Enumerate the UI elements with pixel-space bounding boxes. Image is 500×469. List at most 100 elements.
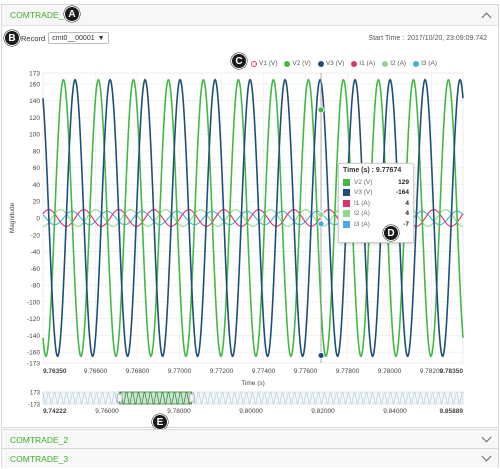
comtrade-panel-2: COMTRADE_2 <box>1 429 499 449</box>
legend-label: V2 (V) <box>292 60 311 67</box>
legend-label: V1 (V) <box>259 60 278 67</box>
x-tick-label: 9.77400 <box>252 368 276 375</box>
x-tick-label: 9.77200 <box>210 368 234 375</box>
tooltip-series-value: 4 <box>405 210 409 218</box>
tooltip-row: V3 (V) -164 <box>343 188 409 199</box>
series-line-v3 <box>42 78 464 358</box>
y-tick-label: -60 <box>31 266 41 273</box>
record-label: Record <box>21 33 46 43</box>
record-row: Record cmt0__00001 ▼ <box>21 32 109 44</box>
tooltip-row: I2 (A) 4 <box>343 209 409 220</box>
y-tick-label: -80 <box>31 283 41 290</box>
callout-a: A <box>64 6 80 22</box>
x-tick-label: 9.78350 <box>440 368 464 375</box>
tooltip-row: I3 (A) -7 <box>343 219 409 230</box>
x-tick-label: 9.78000 <box>378 368 402 375</box>
start-time-label: Start Time : <box>368 35 405 42</box>
record-selected: cmt0__00001 <box>52 34 95 42</box>
callout-e: E <box>152 414 168 430</box>
y-tick-label: 173 <box>29 71 40 78</box>
chart-legend: V1 (V) V2 (V) V3 (V) I1 (A) I2 (A) I3 (A) <box>251 60 437 67</box>
y-tick-label: -100 <box>27 299 40 306</box>
series-swatch-icon <box>343 178 350 186</box>
navigator-y-tick: -173 <box>28 403 41 409</box>
tooltip-title: Time (s) : 9.77674 <box>343 167 402 174</box>
navigator-handle-left[interactable] <box>116 393 123 403</box>
y-axis-label: Magnitude <box>9 202 16 233</box>
navigator-handle-right[interactable] <box>188 393 195 403</box>
x-tick-label: 9.76350 <box>43 368 67 375</box>
legend-label: I1 (A) <box>359 60 376 67</box>
navigator-x-tick: 9.76000 <box>95 408 119 415</box>
navigator-selected-series <box>119 391 192 405</box>
record-select[interactable]: cmt0__00001 ▼ <box>48 32 109 44</box>
crosshair-marker <box>317 106 325 114</box>
main-chart[interactable]: 173 160 140 120 100 80 60 40 20 0 -20 -40 -60 -80 -100… <box>0 64 500 394</box>
y-tick-label: 100 <box>29 132 40 139</box>
tooltip-series-name: I2 (A) <box>354 210 370 218</box>
panel-header-2[interactable]: COMTRADE_2 <box>2 430 498 449</box>
y-tick-label: -20 <box>31 232 41 239</box>
caret-down-icon: ▼ <box>97 34 105 42</box>
series-swatch-icon <box>343 189 350 197</box>
crosshair-marker <box>317 211 325 219</box>
legend-item[interactable]: I2 (A) <box>382 60 406 67</box>
x-tick-label: 9.76800 <box>126 368 150 375</box>
navigator-x-tick: 9.78000 <box>167 408 191 415</box>
legend-item[interactable]: V1 (V) <box>251 60 277 67</box>
x-axis-label: Time (s) <box>241 380 265 387</box>
legend-dot-icon <box>251 60 257 67</box>
chevron-down-icon[interactable] <box>481 432 492 443</box>
tooltip-series-name: I1 (A) <box>354 199 370 207</box>
navigator-x-tick: 9.85889 <box>440 408 464 415</box>
navigator-x-tick: 9.82000 <box>311 408 335 415</box>
chevron-up-icon[interactable] <box>481 12 492 22</box>
chevron-down-icon[interactable] <box>481 451 492 462</box>
tooltip-series-value: -7 <box>403 220 409 228</box>
y-tick-label: -120 <box>27 316 40 323</box>
crosshair-marker <box>317 352 325 359</box>
callout-b: B <box>4 30 20 46</box>
y-tick-label: 20 <box>33 199 41 206</box>
start-time: Start Time :2017/10/20, 23:09:09.742 <box>368 35 490 42</box>
series-swatch-icon <box>343 220 350 228</box>
crosshair-tooltip: Time (s) : 9.77674 V2 (V) 129 V3 (V) -164 I1… <box>338 163 414 243</box>
tooltip-row: I1 (A) 4 <box>343 198 409 209</box>
series-line-v2 <box>42 78 464 358</box>
panel-header-3[interactable]: COMTRADE_3 <box>2 449 498 468</box>
callout-c: C <box>231 53 247 69</box>
legend-item[interactable]: V2 (V) <box>284 60 311 67</box>
y-tick-label: 60 <box>33 165 41 172</box>
tooltip-series-value: -164 <box>395 189 409 197</box>
tooltip-series-name: V3 (V) <box>354 189 373 197</box>
panel-header-1[interactable]: COMTRADE_1 <box>2 5 498 26</box>
legend-label: I2 (A) <box>390 60 407 67</box>
y-tick-label: -160 <box>27 350 40 357</box>
y-tick-label: 120 <box>29 115 40 122</box>
y-tick-label: -173 <box>27 361 40 368</box>
comtrade-panel-3: COMTRADE_3 <box>1 448 499 468</box>
legend-dot-icon <box>351 60 358 67</box>
legend-label: V3 (V) <box>325 60 345 67</box>
x-tick-label: 9.77800 <box>336 368 360 375</box>
y-tick-label: -40 <box>31 249 41 256</box>
navigator-x-tick: 9.80000 <box>239 408 263 415</box>
navigator-x-tick: 9.74222 <box>43 408 67 415</box>
legend-label: I3 (A) <box>421 60 437 67</box>
start-time-value: 2017/10/20, 23:09:09.742 <box>407 35 487 42</box>
tooltip-series-value: 4 <box>405 199 409 207</box>
tooltip-series-name: V2 (V) <box>354 178 373 186</box>
y-tick-label: 140 <box>29 98 40 105</box>
legend-item[interactable]: I1 (A) <box>351 60 375 67</box>
series-swatch-icon <box>343 210 350 218</box>
y-tick-label: 40 <box>33 182 41 189</box>
x-tick-label: 9.77600 <box>294 368 318 375</box>
y-tick-label: 80 <box>33 148 41 155</box>
legend-item[interactable]: V3 (V) <box>317 60 345 67</box>
panel-title: COMTRADE_1 <box>10 10 69 20</box>
legend-dot-icon <box>284 60 291 67</box>
navigator-series <box>42 392 464 404</box>
legend-item[interactable]: I3 (A) <box>413 60 437 67</box>
legend-dot-icon <box>382 60 389 67</box>
